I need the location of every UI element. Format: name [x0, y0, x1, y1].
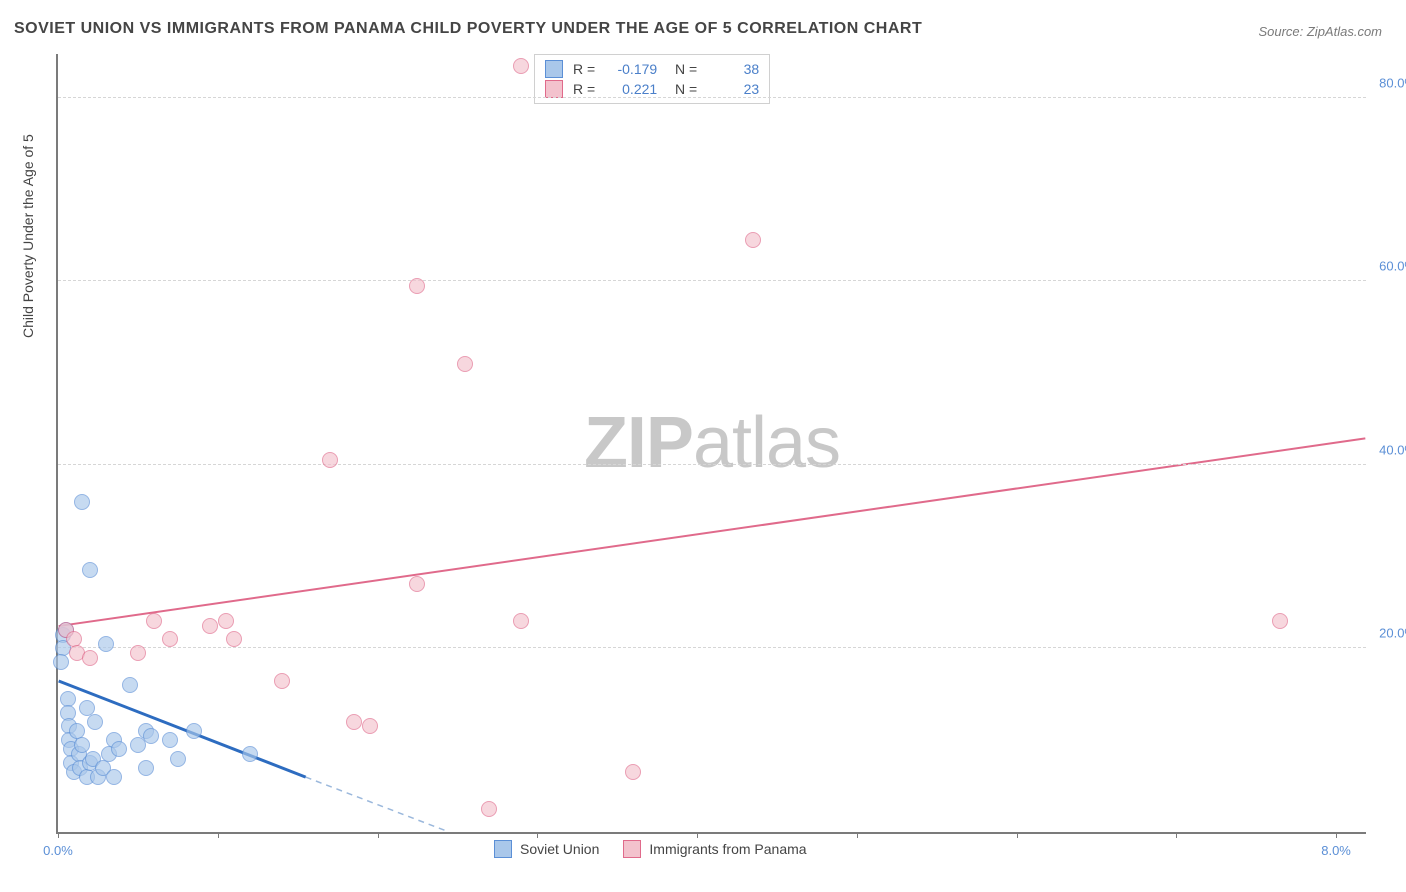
scatter-point-panama [274, 673, 290, 689]
gridline-h [58, 97, 1366, 98]
r-label: R = [573, 61, 595, 77]
scatter-point-panama [625, 764, 641, 780]
r-value: -0.179 [605, 61, 657, 77]
scatter-point-panama [513, 58, 529, 74]
gridline-h [58, 464, 1366, 465]
xtick [1176, 832, 1177, 838]
xtick [1017, 832, 1018, 838]
legend-item: Soviet Union [494, 840, 599, 858]
scatter-point-soviet [138, 760, 154, 776]
legend-swatch [545, 80, 563, 98]
stats-legend-row: R = -0.179 N = 38 [545, 59, 759, 79]
ytick-label: 60.0% [1372, 259, 1406, 274]
scatter-point-panama [130, 645, 146, 661]
scatter-point-soviet [82, 562, 98, 578]
scatter-point-panama [513, 613, 529, 629]
watermark-light: atlas [693, 403, 840, 483]
r-label: R = [573, 81, 595, 97]
scatter-point-panama [457, 356, 473, 372]
ytick-label: 80.0% [1372, 75, 1406, 90]
scatter-point-panama [218, 613, 234, 629]
y-axis-label: Child Poverty Under the Age of 5 [20, 134, 36, 338]
scatter-point-soviet [186, 723, 202, 739]
xtick [537, 832, 538, 838]
legend-swatch [494, 840, 512, 858]
xtick [58, 832, 59, 838]
scatter-point-panama [1272, 613, 1288, 629]
scatter-point-soviet [74, 737, 90, 753]
scatter-point-panama [362, 718, 378, 734]
scatter-point-soviet [106, 769, 122, 785]
scatter-point-soviet [111, 741, 127, 757]
scatter-point-panama [745, 232, 761, 248]
watermark: ZIPatlas [584, 402, 840, 484]
watermark-bold: ZIP [584, 403, 693, 483]
xtick [1336, 832, 1337, 838]
scatter-point-panama [409, 278, 425, 294]
xtick-label: 0.0% [43, 843, 73, 858]
scatter-point-panama [226, 631, 242, 647]
legend-label: Immigrants from Panama [649, 841, 806, 857]
trend-line [59, 438, 1366, 626]
scatter-point-soviet [242, 746, 258, 762]
source-attribution: Source: ZipAtlas.com [1258, 24, 1382, 39]
plot-area: ZIPatlas R =-0.179 N =38R =0.221 N =23 S… [56, 54, 1366, 834]
scatter-point-panama [202, 618, 218, 634]
scatter-point-panama [322, 452, 338, 468]
n-value: 38 [707, 61, 759, 77]
ytick-label: 20.0% [1372, 626, 1406, 641]
n-label: N = [667, 81, 697, 97]
gridline-h [58, 280, 1366, 281]
scatter-point-soviet [74, 494, 90, 510]
xtick [697, 832, 698, 838]
n-label: N = [667, 61, 697, 77]
trend-line [306, 777, 449, 832]
scatter-point-panama [481, 801, 497, 817]
scatter-point-panama [162, 631, 178, 647]
scatter-point-soviet [162, 732, 178, 748]
scatter-point-soviet [170, 751, 186, 767]
scatter-point-panama [146, 613, 162, 629]
scatter-point-panama [409, 576, 425, 592]
chart-title: SOVIET UNION VS IMMIGRANTS FROM PANAMA C… [14, 20, 922, 38]
scatter-point-soviet [87, 714, 103, 730]
trend-lines-layer [58, 54, 1366, 832]
scatter-point-panama [346, 714, 362, 730]
scatter-point-soviet [122, 677, 138, 693]
correlation-chart: SOVIET UNION VS IMMIGRANTS FROM PANAMA C… [0, 0, 1406, 892]
legend-item: Immigrants from Panama [623, 840, 806, 858]
n-value: 23 [707, 81, 759, 97]
legend-label: Soviet Union [520, 841, 599, 857]
series-legend: Soviet Union Immigrants from Panama [494, 840, 807, 858]
scatter-point-soviet [53, 654, 69, 670]
r-value: 0.221 [605, 81, 657, 97]
xtick [378, 832, 379, 838]
gridline-h [58, 647, 1366, 648]
legend-swatch [623, 840, 641, 858]
xtick [857, 832, 858, 838]
xtick-label: 8.0% [1321, 843, 1351, 858]
xtick [218, 832, 219, 838]
scatter-point-soviet [98, 636, 114, 652]
scatter-point-soviet [143, 728, 159, 744]
legend-swatch [545, 60, 563, 78]
ytick-label: 40.0% [1372, 442, 1406, 457]
scatter-point-panama [82, 650, 98, 666]
